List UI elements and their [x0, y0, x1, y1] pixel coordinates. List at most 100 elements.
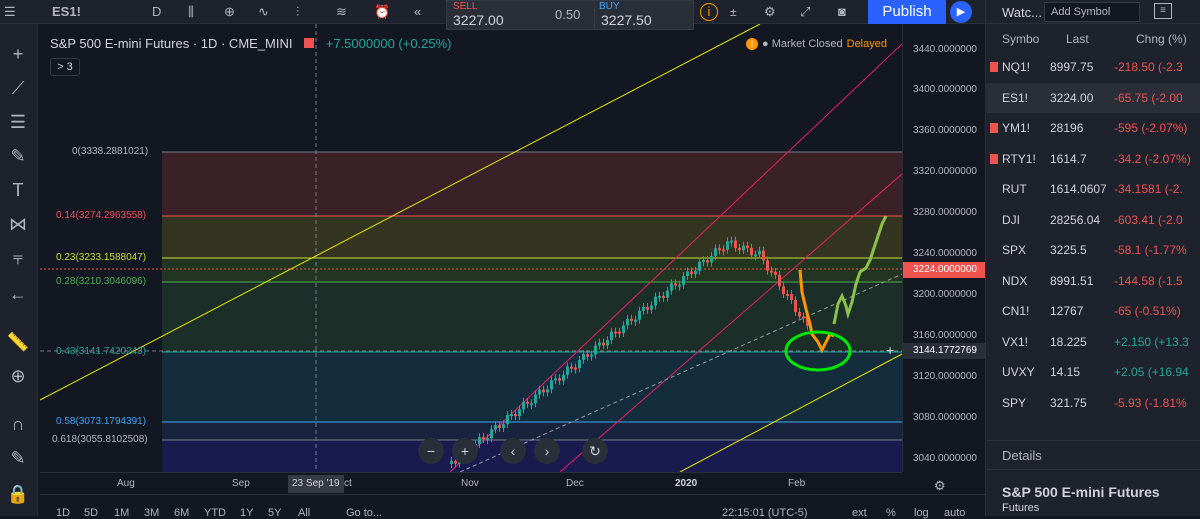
bar-style-icon[interactable]: ⫼: [188, 4, 194, 19]
watchlist-row[interactable]: RUT 1614.0607 -34.1581 (-2.: [986, 174, 1200, 204]
flag-icon[interactable]: [304, 38, 315, 48]
ext-toggle[interactable]: ext: [852, 507, 867, 519]
prediction-icon[interactable]: ⫧: [12, 248, 24, 268]
fullscreen-icon[interactable]: ⤢: [800, 4, 811, 19]
time-axis[interactable]: Aug Sep ct Nov Dec 2020 Feb 23 Sep '19 ⚙: [40, 472, 946, 494]
time-tick: Nov: [461, 478, 479, 489]
watchlist-menu-icon[interactable]: ≡: [1154, 3, 1172, 19]
camera-icon[interactable]: ◙: [838, 4, 846, 19]
indicators-icon[interactable]: ∿: [258, 4, 269, 19]
back-arrow-icon[interactable]: ←: [9, 284, 27, 304]
lock-icon[interactable]: 🔒: [6, 484, 30, 504]
flag-icon[interactable]: [990, 62, 998, 72]
collapse-indicators-button[interactable]: > 3: [50, 58, 80, 76]
candle-body: [686, 271, 689, 276]
watchlist-row[interactable]: NDX 8991.51 -144.58 (-1.5: [986, 266, 1200, 296]
zoom-icon[interactable]: ⊕: [10, 366, 26, 386]
watchlist-row[interactable]: UVXY 14.15 +2.05 (+16.94: [986, 357, 1200, 387]
range-1m[interactable]: 1M: [114, 507, 130, 519]
candle-body: [502, 424, 505, 428]
info-icon[interactable]: i: [700, 3, 718, 21]
clock-label[interactable]: 22:15:01 (UTC-5): [722, 507, 808, 519]
publish-button[interactable]: Publish: [868, 0, 946, 24]
range-1y[interactable]: 1Y: [240, 507, 254, 519]
candle-body: [774, 271, 777, 275]
watchlist-row[interactable]: SPY 321.75 -5.93 (-1.81%: [986, 388, 1200, 418]
range-5d[interactable]: 5D: [84, 507, 99, 519]
flag-icon[interactable]: [990, 123, 998, 133]
sell-button[interactable]: SELL 3227.00 0.50: [446, 0, 596, 30]
col-last[interactable]: Last: [1066, 32, 1089, 46]
settings-gear-icon[interactable]: ⚙: [764, 4, 776, 19]
watchlist-row[interactable]: NQ1! 8997.75 -218.50 (-2.3: [986, 52, 1200, 82]
time-tick: ct: [344, 478, 352, 489]
add-symbol-input[interactable]: Add Symbol: [1044, 2, 1140, 22]
watchlist-title[interactable]: Watc...: [1002, 5, 1042, 20]
financials-icon[interactable]: ⫶: [296, 4, 300, 19]
zoom-in-button[interactable]: +: [452, 438, 478, 464]
price-axis[interactable]: 3440.0000000 3400.0000000 3360.0000000 3…: [902, 24, 985, 472]
candle-body: [678, 284, 681, 287]
log-toggle[interactable]: log: [914, 507, 929, 519]
range-all[interactable]: All: [298, 507, 311, 519]
replay-icon[interactable]: «: [414, 4, 422, 19]
watchlist-row[interactable]: VX1! 18.225 +2.150 (+13.3: [986, 327, 1200, 357]
crosshair-icon[interactable]: +: [12, 44, 24, 64]
fib-icon[interactable]: ☰: [9, 112, 27, 132]
trendline-icon[interactable]: ⟋: [11, 78, 25, 98]
watchlist-row[interactable]: DJI 28256.04 -603.41 (-2.0: [986, 205, 1200, 235]
range-1d[interactable]: 1D: [56, 507, 71, 519]
play-icon[interactable]: ▶: [950, 1, 972, 23]
alert-icon[interactable]: ⏰: [374, 4, 391, 19]
details-section-header[interactable]: Details: [986, 440, 1200, 470]
magnet-icon[interactable]: ∩: [11, 414, 25, 434]
flag-icon[interactable]: [990, 153, 998, 164]
reset-chart-button[interactable]: ↻: [582, 438, 608, 464]
pattern-icon[interactable]: ⋈: [9, 214, 27, 234]
range-ytd[interactable]: YTD: [204, 507, 226, 519]
text-icon[interactable]: T: [12, 180, 24, 200]
templates-icon[interactable]: ≋: [336, 4, 347, 19]
candle-body: [534, 394, 537, 404]
fib-zone-5: [162, 422, 902, 440]
percent-toggle[interactable]: %: [886, 507, 896, 519]
chart-pane[interactable]: + 0(3338.2881021) 0.14(3274.2963558) 0.2…: [40, 24, 902, 472]
candle-body: [506, 415, 509, 425]
yellow-trendline-upper: [40, 24, 761, 401]
watchlist-row[interactable]: CN1! 12767 -65 (-0.51%): [986, 296, 1200, 326]
zoom-out-button[interactable]: −: [418, 438, 444, 464]
symbol-search[interactable]: ES1!: [52, 4, 81, 19]
candle-body: [670, 283, 673, 291]
axis-settings-gear-icon[interactable]: ⚙: [934, 478, 946, 493]
range-5y[interactable]: 5Y: [268, 507, 282, 519]
price-tick: 3360.0000000: [913, 125, 977, 136]
brush-icon[interactable]: ✎: [10, 146, 26, 166]
watchlist-panel: Watc... Add Symbol ≡ Symbo Last Chng (%)…: [985, 0, 1200, 516]
menu-icon[interactable]: ☰: [4, 4, 16, 19]
auto-toggle[interactable]: auto: [944, 507, 966, 519]
scroll-right-button[interactable]: ›: [534, 438, 560, 464]
watchlist-row[interactable]: RTY1! 1614.7 -34.2 (-2.07%): [986, 144, 1200, 174]
details-name: S&P 500 E-mini Futures: [1002, 484, 1160, 500]
compare-icon[interactable]: ⊕: [224, 4, 235, 19]
range-6m[interactable]: 6M: [174, 507, 190, 519]
buy-button[interactable]: BUY 3227.50: [594, 0, 694, 30]
col-symbol[interactable]: Symbo: [1002, 32, 1040, 46]
candle-body: [582, 354, 585, 360]
interval-button[interactable]: D: [152, 4, 162, 19]
range-3m[interactable]: 3M: [144, 507, 160, 519]
col-change[interactable]: Chng (%): [1136, 32, 1187, 46]
lock-drawings-icon[interactable]: ✎: [10, 448, 26, 468]
scroll-left-button[interactable]: ‹: [500, 438, 526, 464]
candle-body: [726, 241, 729, 250]
quantity-stepper[interactable]: ±: [730, 5, 737, 19]
candle-body: [790, 294, 793, 300]
ruler-icon[interactable]: 📏: [6, 332, 30, 352]
candle-body: [602, 342, 605, 346]
price-tick: 3200.0000000: [913, 289, 977, 300]
watchlist-row[interactable]: ES1! 3224.00 -65.75 (-2.00: [986, 82, 1200, 113]
watchlist-change: -34.2 (-2.07%): [1114, 151, 1191, 166]
goto-button[interactable]: Go to...: [346, 507, 383, 519]
watchlist-row[interactable]: YM1! 28196 -595 (-2.07%): [986, 113, 1200, 143]
watchlist-row[interactable]: SPX 3225.5 -58.1 (-1.77%: [986, 235, 1200, 265]
